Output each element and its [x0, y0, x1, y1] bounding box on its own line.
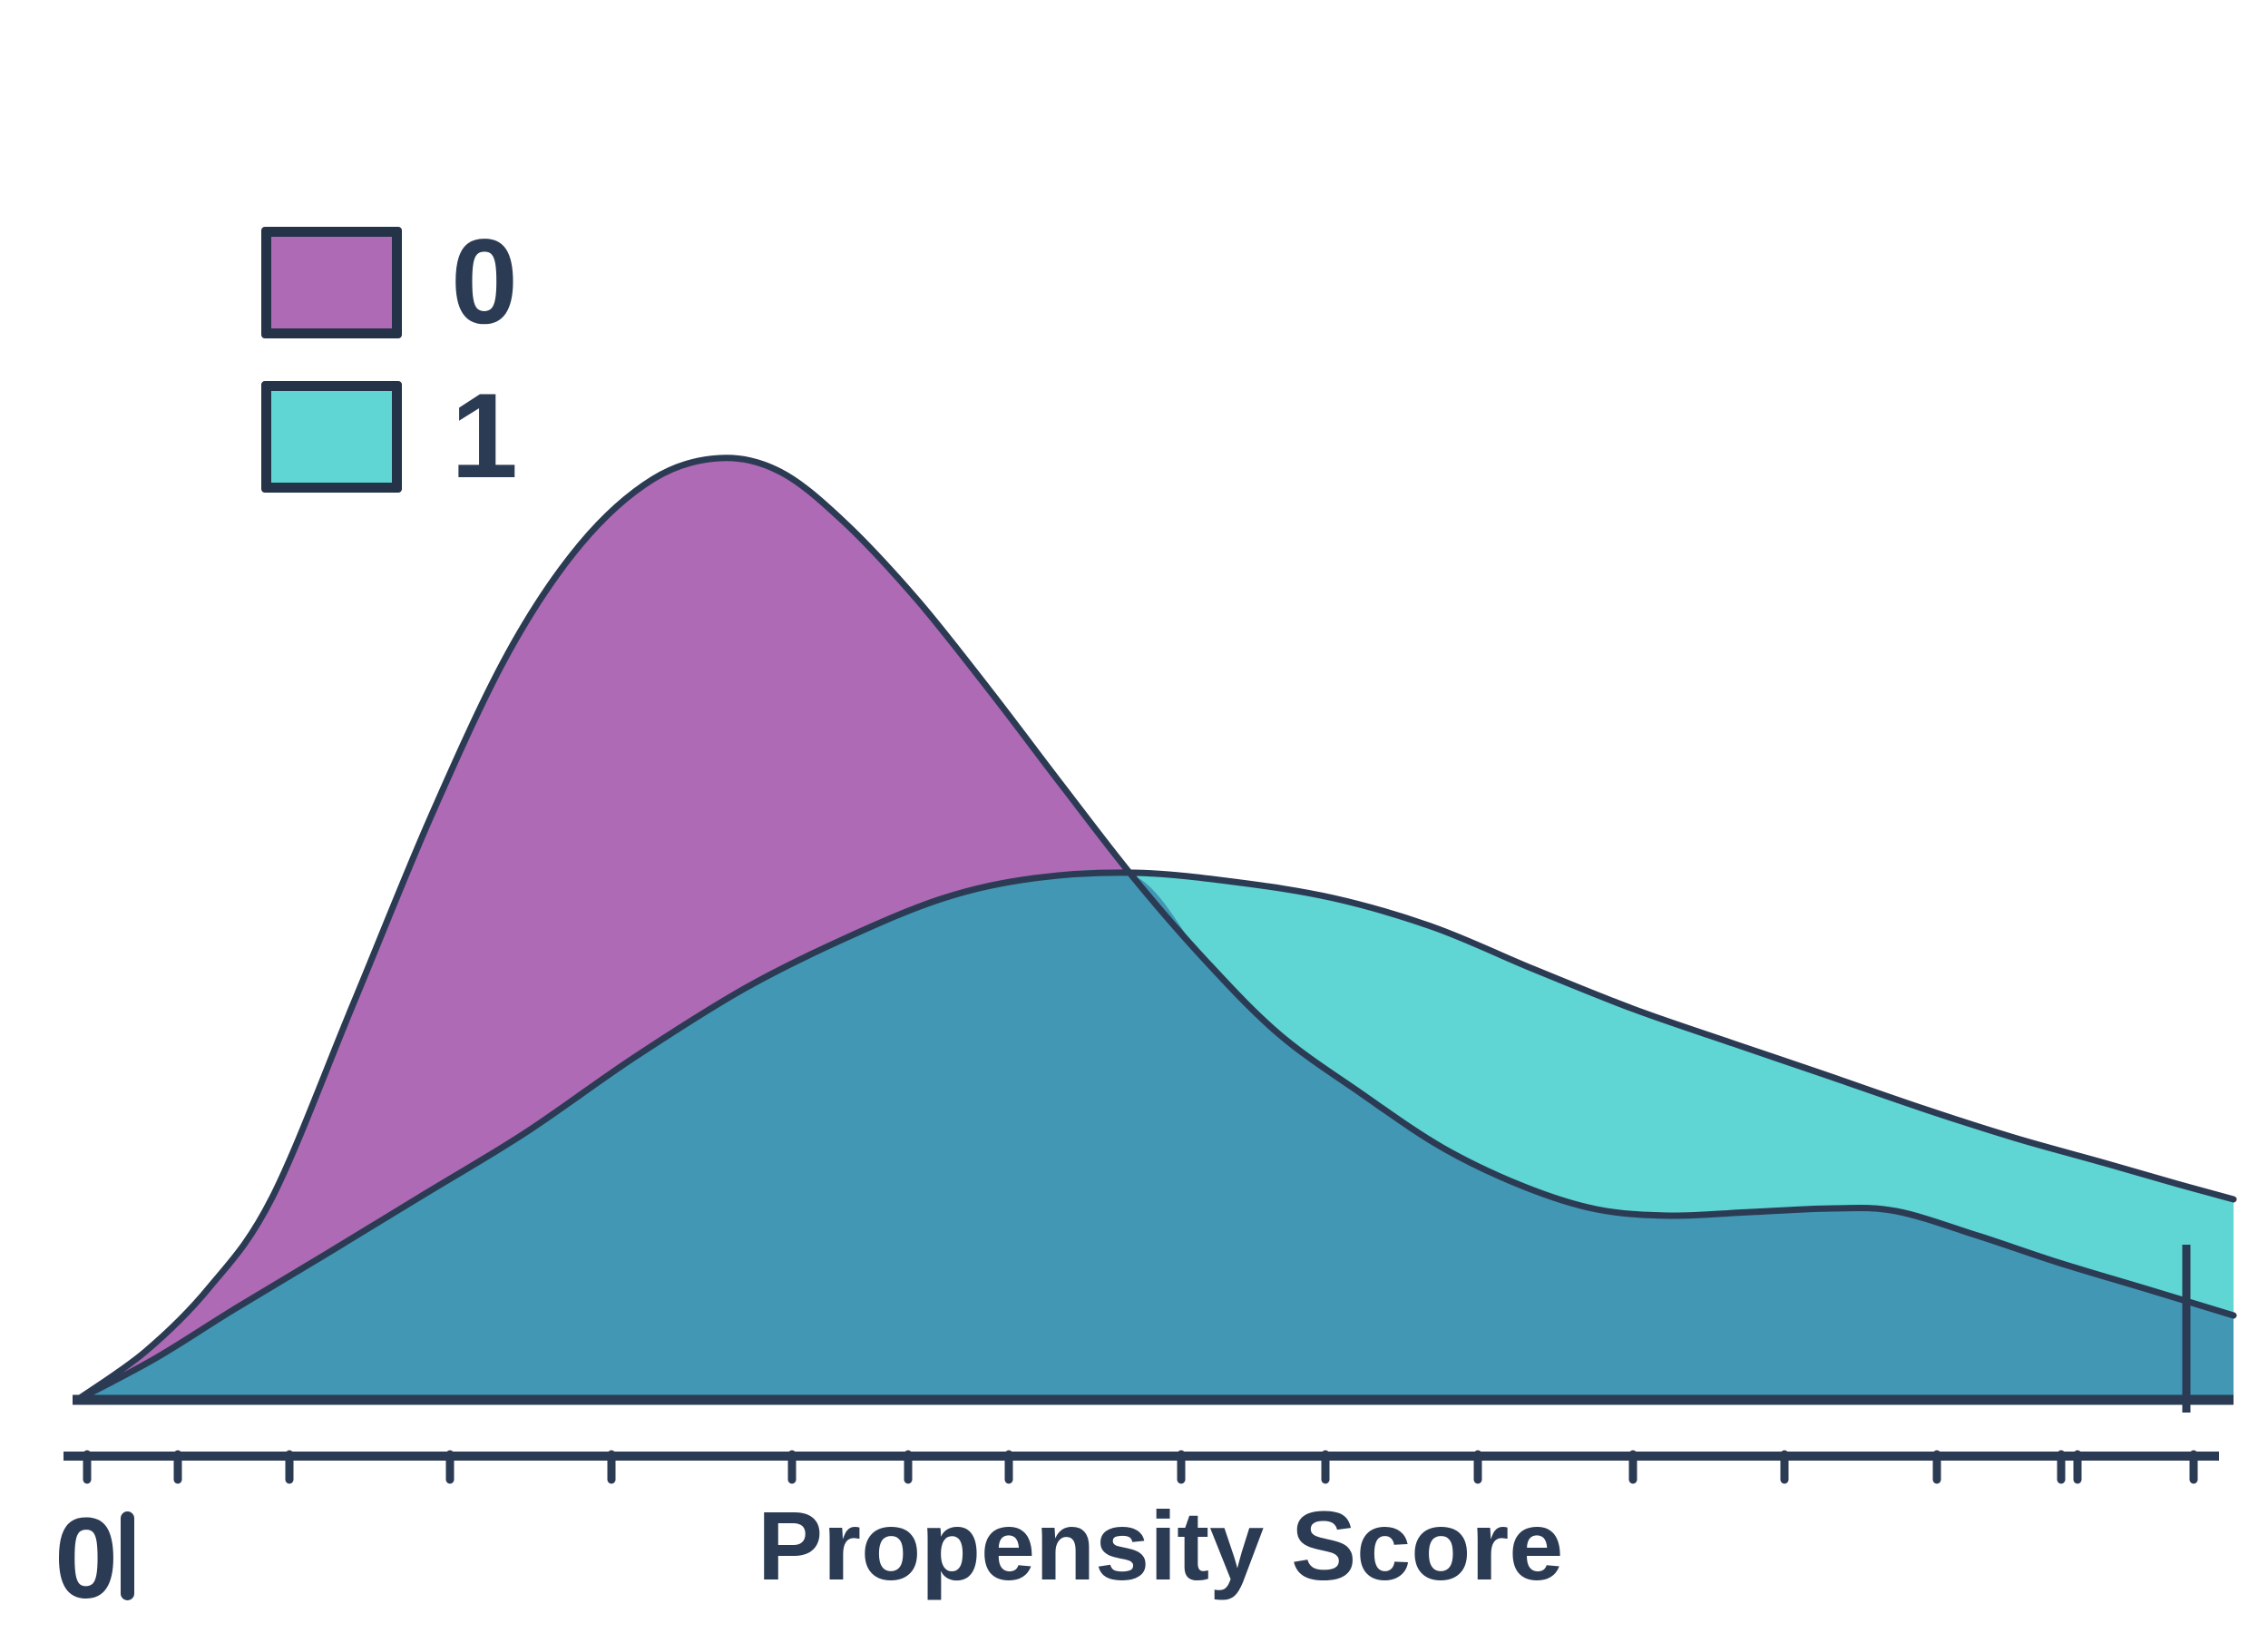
density-outline-group-1: [73, 869, 2237, 1403]
stray-bar-mark: [121, 1511, 134, 1600]
density-outline-group-0: [73, 455, 2237, 1403]
x-tick-label-0: 0: [54, 1494, 119, 1622]
density-area-overlap: [77, 869, 2234, 1400]
legend-label-group-0: 0: [451, 215, 518, 349]
legend: 0 1: [261, 222, 518, 535]
legend-label-group-1: 1: [451, 369, 518, 504]
legend-swatch-group-0: [261, 227, 402, 338]
x-axis-title: Propensity Score: [758, 1491, 1564, 1600]
legend-item-group-0: 0: [261, 222, 518, 343]
legend-swatch-group-1: [261, 381, 402, 493]
legend-item-group-1: 1: [261, 376, 518, 497]
